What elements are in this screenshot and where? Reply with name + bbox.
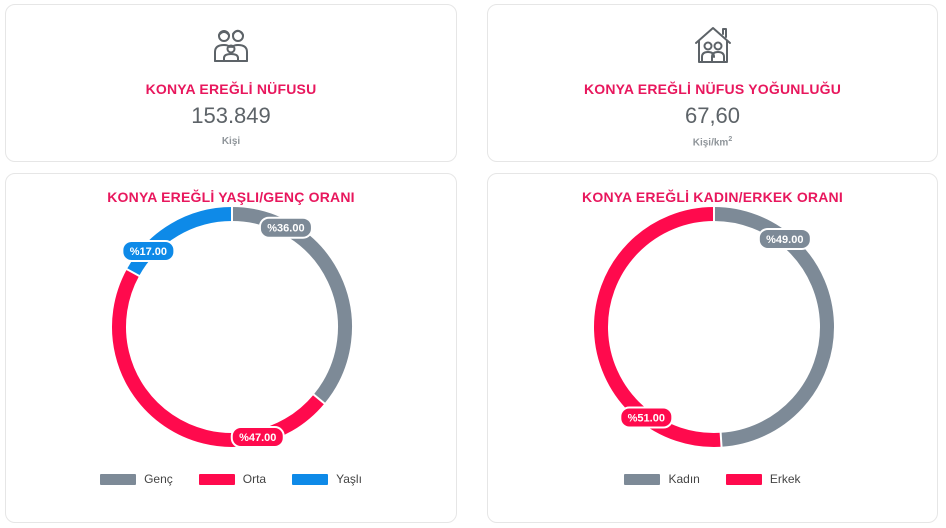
legend-label: Yaşlı: [336, 472, 362, 486]
data-label-bg: [619, 406, 674, 429]
legend-label: Genç: [144, 472, 173, 486]
legend-item-orta[interactable]: Orta: [198, 472, 267, 486]
density-card: KONYA EREĞLİ NÜFUS YOĞUNLUĞU 67,60 Kişi/…: [487, 4, 938, 162]
legend-swatch: [100, 473, 137, 485]
data-label: %36.00: [258, 216, 313, 239]
data-label-bg: [258, 216, 313, 239]
age-ratio-legend: Genç Orta Yaşlı: [6, 472, 456, 486]
data-label: %47.00: [230, 426, 285, 449]
legend-item-yasli[interactable]: Yaşlı: [292, 472, 362, 486]
density-unit-exponent: 2: [728, 136, 733, 143]
population-card: KONYA EREĞLİ NÜFUSU 153.849 Kişi: [5, 4, 457, 162]
legend-label: Erkek: [769, 472, 801, 486]
data-label: %49.00: [757, 227, 812, 250]
density-unit-base: Kişi/km: [692, 137, 729, 149]
data-label-bg: [121, 240, 176, 263]
data-label: %17.00: [121, 240, 176, 263]
house-family-icon: [694, 27, 731, 63]
density-value: 67,60: [684, 103, 741, 128]
legend-item-kadin[interactable]: Kadın: [624, 472, 700, 486]
family-icon: [214, 29, 248, 62]
donut-segment[interactable]: [713, 207, 834, 447]
data-label-bg: [757, 227, 812, 250]
age-ratio-title: KONYA EREĞLİ YAŞLI/GENÇ ORANI: [107, 189, 355, 205]
legend-item-genc[interactable]: Genç: [100, 472, 173, 486]
age-ratio-donut-chart: %36.00 %47.00 %17.00: [112, 206, 352, 449]
legend-swatch: [292, 473, 329, 485]
segment-separator: [125, 267, 141, 278]
segment-separator: [719, 431, 723, 448]
data-label-text: %17.00: [130, 246, 167, 258]
legend-swatch: [725, 473, 762, 485]
density-title: KONYA EREĞLİ NÜFUS YOĞUNLUĞU: [583, 81, 842, 97]
population-value: 153.849: [191, 103, 271, 128]
legend-swatch: [624, 473, 661, 485]
data-label: %51.00: [619, 406, 674, 429]
legend-label: Orta: [242, 472, 267, 486]
segment-separator: [312, 393, 326, 405]
legend-swatch: [198, 473, 235, 485]
data-label-text: %36.00: [267, 223, 304, 235]
donut-segment[interactable]: [231, 207, 352, 404]
population-unit: Kişi: [221, 136, 241, 147]
data-label-text: %49.00: [766, 234, 803, 246]
population-title: KONYA EREĞLİ NÜFUSU: [145, 81, 317, 97]
density-unit: Kişi/km2: [488, 136, 937, 148]
data-label-bg: [230, 426, 285, 449]
gender-ratio-card: %49.00 %51.00 KONYA EREĞLİ KADIN/ERKEK OR…: [487, 173, 938, 523]
age-ratio-card: %36.00 %47.00 %17.00 KONYA EREĞLİ YAŞLI/GE…: [5, 173, 457, 523]
gender-ratio-legend: Kadın Erkek: [488, 472, 937, 486]
gender-ratio-donut-chart: %49.00 %51.00: [594, 206, 834, 448]
data-label-text: %51.00: [628, 412, 665, 424]
donut-segment[interactable]: [594, 207, 722, 447]
data-label-text: %47.00: [239, 432, 276, 444]
gender-ratio-title: KONYA EREĞLİ KADIN/ERKEK ORANI: [582, 189, 843, 205]
donut-segment[interactable]: [112, 269, 325, 447]
legend-label: Kadın: [668, 472, 700, 486]
legend-item-erkek[interactable]: Erkek: [725, 472, 801, 486]
